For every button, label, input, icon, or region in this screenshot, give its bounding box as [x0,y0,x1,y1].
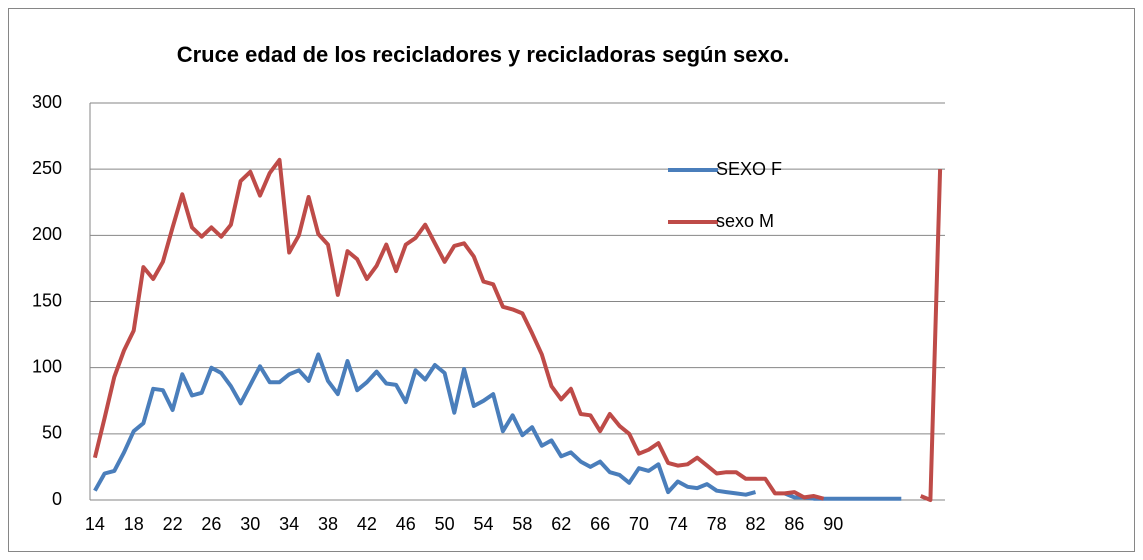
x-tick-label: 46 [396,514,416,534]
x-tick-label: 30 [240,514,260,534]
y-tick-label: 50 [42,423,62,443]
y-tick-label: 150 [32,290,62,310]
x-tick-label: 78 [707,514,727,534]
x-tick-label: 26 [201,514,221,534]
x-tick-label: 22 [163,514,183,534]
x-tick-label: 70 [629,514,649,534]
x-tick-label: 74 [668,514,688,534]
x-tick-label: 34 [279,514,299,534]
x-tick-label: 18 [124,514,144,534]
y-tick-label: 200 [32,224,62,244]
legend-label: SEXO F [716,159,782,179]
x-tick-label: 82 [746,514,766,534]
legend-label: sexo M [716,211,774,231]
y-tick-label: 100 [32,356,62,376]
y-tick-label: 300 [32,92,62,112]
y-tick-label: 0 [52,489,62,509]
x-tick-label: 38 [318,514,338,534]
y-tick-label: 250 [32,158,62,178]
x-tick-label: 90 [823,514,843,534]
x-tick-label: 62 [551,514,571,534]
x-tick-label: 42 [357,514,377,534]
x-tick-label: 66 [590,514,610,534]
chart-title: Cruce edad de los recicladores y recicla… [177,42,790,67]
x-tick-label: 58 [512,514,532,534]
series-line [92,157,943,502]
x-tick-label: 86 [784,514,804,534]
x-tick-label: 50 [435,514,455,534]
x-tick-label: 14 [85,514,105,534]
chart-frame [8,8,1135,552]
x-tick-label: 54 [473,514,493,534]
